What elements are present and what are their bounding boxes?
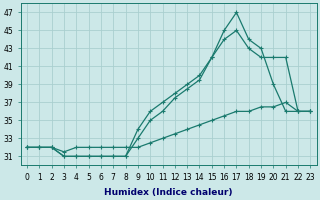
- X-axis label: Humidex (Indice chaleur): Humidex (Indice chaleur): [104, 188, 233, 197]
